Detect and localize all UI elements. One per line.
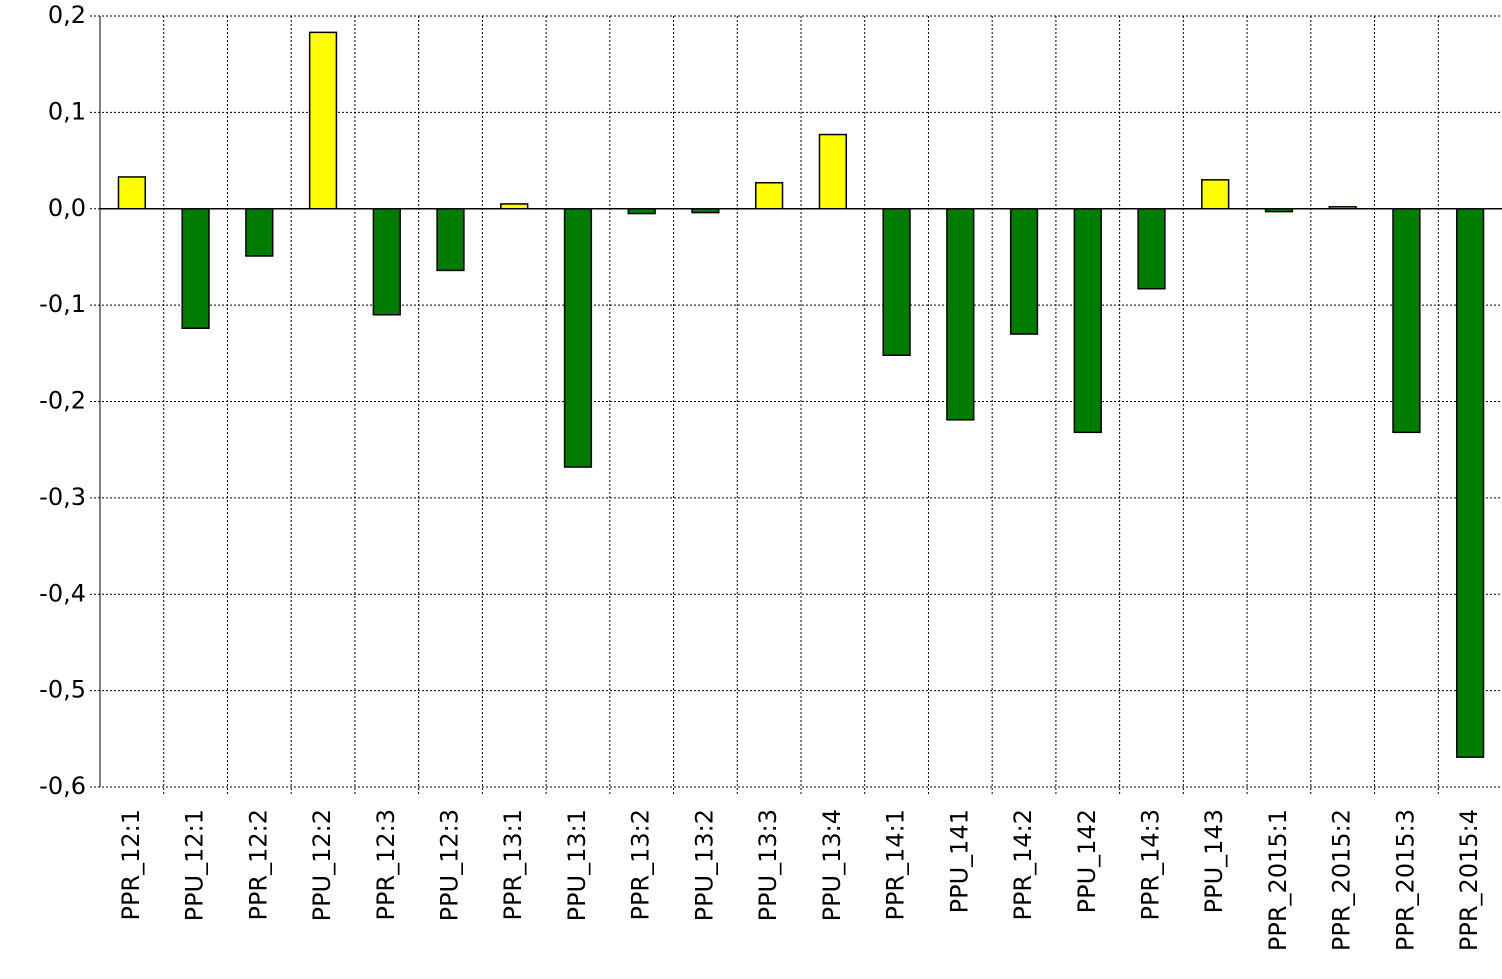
bar (245, 208, 274, 257)
bar (1456, 208, 1485, 758)
bar (818, 133, 847, 210)
x-tick-label: PPU_12:1 (181, 809, 209, 921)
bar (372, 208, 401, 316)
x-tick-label: PPU_13:2 (690, 809, 718, 921)
bar (117, 176, 146, 210)
x-tick-label: PPU_12:2 (308, 809, 336, 921)
bar (755, 181, 784, 210)
y-tick-label: 0,0 (48, 194, 86, 222)
y-tick-label: -0,6 (39, 772, 86, 800)
x-tick-label: PPU_12:3 (436, 809, 464, 921)
y-tick-label: -0,2 (39, 387, 86, 415)
x-tick-label: PPR_12:2 (244, 809, 272, 921)
x-tick-label: PPR_2015:1 (1264, 809, 1292, 951)
x-tick-label: PPR_2015:3 (1391, 809, 1419, 951)
x-tick-label: PPR_14:2 (1009, 809, 1037, 921)
x-tick-label: PPR_12:3 (372, 809, 400, 921)
x-tick-label: PPR_13:2 (627, 809, 655, 921)
x-tick-label: PPR_14:3 (1137, 809, 1165, 921)
x-tick-label: PPU_141 (945, 809, 973, 913)
bar (882, 208, 911, 356)
y-tick-label: -0,3 (39, 483, 86, 511)
bar (1137, 208, 1166, 290)
bar (946, 208, 975, 421)
x-tick-label: PPU_142 (1073, 809, 1101, 913)
y-tick-label: -0,4 (39, 579, 86, 607)
x-tick-label: PPU_13:4 (818, 809, 846, 921)
x-tick-label: PPU_13:3 (754, 809, 782, 921)
bar (308, 31, 338, 210)
x-tick-label: PPU_13:1 (563, 809, 591, 921)
x-tick-label: PPR_13:1 (499, 809, 527, 921)
bar (563, 208, 593, 468)
y-tick-label: -0,1 (39, 290, 86, 318)
x-tick-label: PPR_12:1 (117, 809, 145, 921)
y-tick-label: 0,1 (48, 97, 86, 125)
y-tick-label: 0,2 (48, 1, 86, 29)
bar (1201, 179, 1230, 210)
x-tick-label: PPR_2015:4 (1455, 809, 1483, 951)
bar (1392, 208, 1421, 434)
bar (1009, 208, 1039, 335)
bar (436, 208, 465, 272)
y-tick-label: -0,5 (39, 676, 86, 704)
x-tick-label: PPR_2015:2 (1328, 809, 1356, 951)
x-tick-label: PPR_14:1 (882, 809, 910, 921)
bar (1073, 208, 1102, 434)
bar (181, 208, 210, 330)
x-tick-label: PPU_143 (1200, 809, 1228, 913)
